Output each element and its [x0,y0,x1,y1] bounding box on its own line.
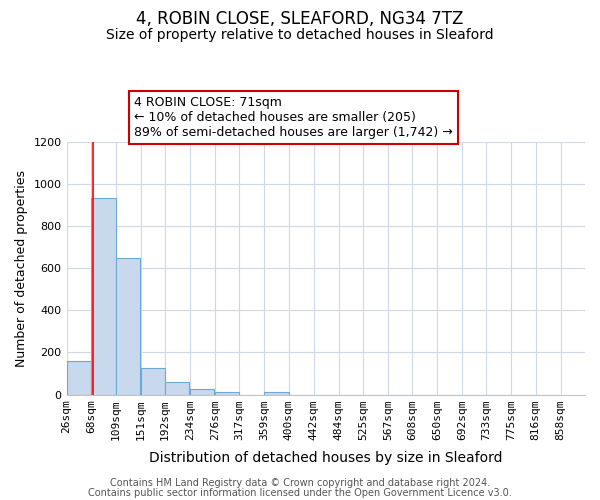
X-axis label: Distribution of detached houses by size in Sleaford: Distribution of detached houses by size … [149,451,503,465]
Bar [91,198,116,394]
Text: Contains public sector information licensed under the Open Government Licence v3: Contains public sector information licen… [88,488,512,498]
Text: Size of property relative to detached houses in Sleaford: Size of property relative to detached ho… [106,28,494,42]
Bar [116,258,140,394]
Bar [265,392,289,394]
Bar [165,382,190,394]
Y-axis label: Number of detached properties: Number of detached properties [15,170,28,366]
Bar [215,392,239,394]
Bar [67,361,91,394]
Text: Contains HM Land Registry data © Crown copyright and database right 2024.: Contains HM Land Registry data © Crown c… [110,478,490,488]
Text: 4 ROBIN CLOSE: 71sqm
← 10% of detached houses are smaller (205)
89% of semi-deta: 4 ROBIN CLOSE: 71sqm ← 10% of detached h… [134,96,452,140]
Bar [190,388,214,394]
Text: 4, ROBIN CLOSE, SLEAFORD, NG34 7TZ: 4, ROBIN CLOSE, SLEAFORD, NG34 7TZ [136,10,464,28]
Bar [141,368,165,394]
